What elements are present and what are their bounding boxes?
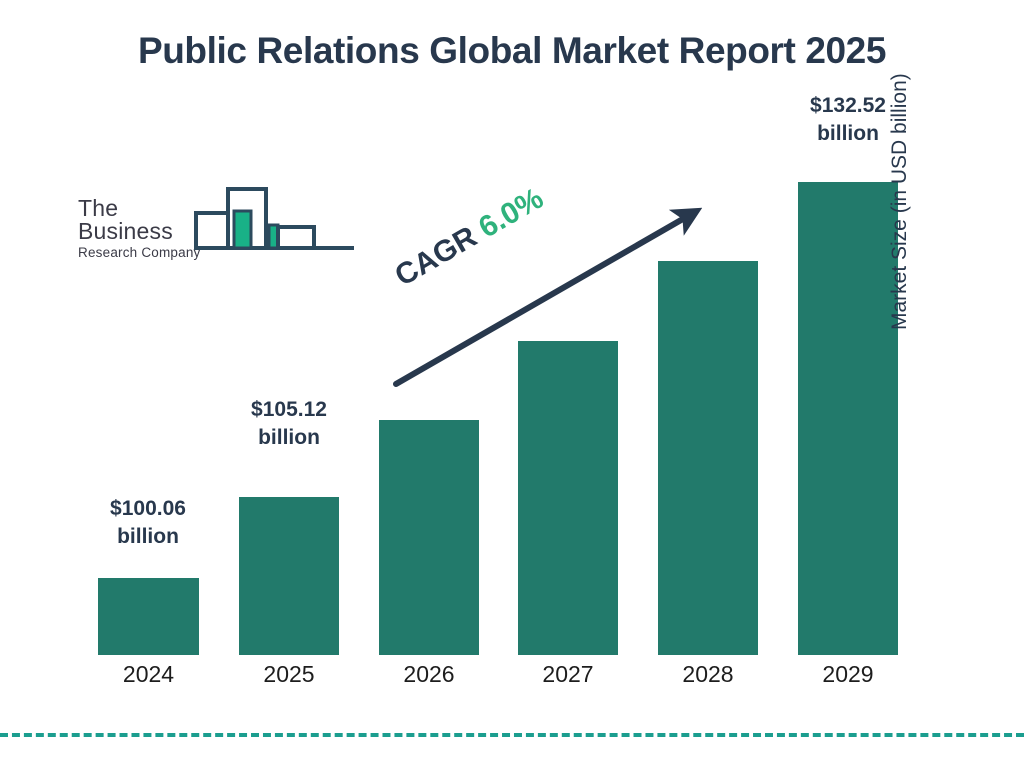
bottom-divider [0, 733, 1024, 737]
bar-2024[interactable] [98, 578, 199, 655]
bar-value-2029-unit: billion [817, 121, 879, 145]
y-axis-title: Market Size (in USD billion) [888, 73, 911, 330]
page-title: Public Relations Global Market Report 20… [137, 30, 887, 71]
cagr-annotation: CAGR 6.0% [390, 182, 550, 294]
logo-text: The Business Research Company [78, 197, 218, 260]
x-tick-2026: 2026 [403, 661, 455, 687]
bar-2028[interactable] [658, 261, 758, 655]
bar-chart-logo-mark-icon [194, 185, 359, 260]
bar-value-2029-amount: $132.52 [810, 94, 886, 117]
logo-line-2: Research Company [78, 245, 201, 260]
logo-line-1: The Business [78, 195, 173, 244]
cagr-value: 6.0% [473, 181, 549, 245]
bar-value-2025-unit: billion [258, 425, 320, 449]
bar-2025[interactable] [239, 497, 339, 655]
cagr-label: CAGR [389, 220, 483, 293]
bar-value-2024: $100.06 billion [68, 495, 228, 550]
x-tick-2028: 2028 [682, 661, 734, 687]
bar-value-2024-amount: $100.06 [110, 497, 186, 520]
x-tick-2027: 2027 [542, 661, 594, 687]
bar-2026[interactable] [379, 420, 479, 655]
bar-value-2024-unit: billion [117, 524, 179, 548]
bar-value-2025-amount: $105.12 [251, 398, 327, 421]
x-tick-2025: 2025 [263, 661, 315, 687]
bar-2027[interactable] [518, 341, 618, 655]
bar-value-2029: $132.52 billion [768, 92, 928, 147]
company-logo: The Business Research Company [74, 185, 354, 259]
bar-2029[interactable] [798, 182, 898, 655]
bar-value-2025: $105.12 billion [209, 396, 369, 451]
x-tick-2029: 2029 [822, 661, 874, 687]
x-tick-2024: 2024 [122, 661, 175, 687]
